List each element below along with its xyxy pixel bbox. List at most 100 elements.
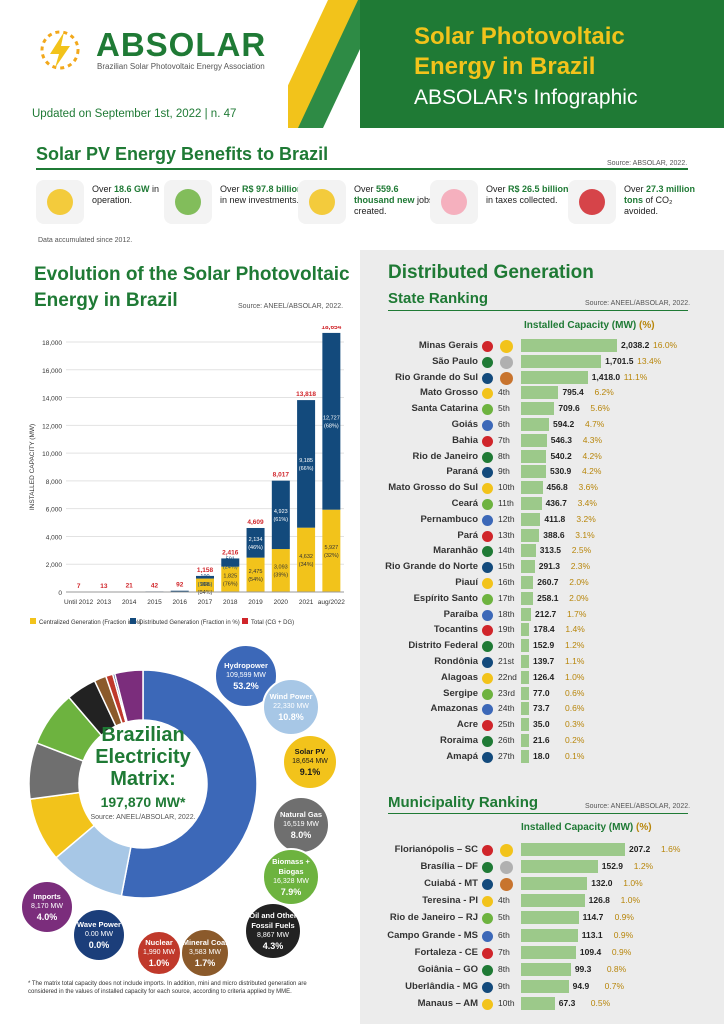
state-source: Source: ANEEL/ABSOLAR, 2022. — [585, 300, 691, 307]
ranking-position: 4th — [498, 895, 510, 906]
ranking-position: 22nd — [498, 671, 517, 682]
ranking-bar — [521, 560, 535, 574]
ranking-bar — [521, 894, 585, 908]
ranking-value: 388.6 — [543, 529, 565, 540]
state-flag-icon — [482, 514, 493, 526]
state-ranking-title: State Ranking — [388, 290, 489, 307]
ranking-bar — [521, 928, 578, 942]
state-col-head: Installed Capacity (MW) (%) — [524, 320, 655, 331]
ranking-value: 94.9 — [572, 980, 590, 991]
y-tick-label: 6,000 — [46, 507, 63, 514]
electricity-matrix-chart — [28, 669, 258, 899]
muni-col-head: Installed Capacity (MW) (%) — [521, 822, 652, 833]
ranking-value: 132.0 — [591, 878, 613, 889]
medal-icon — [500, 340, 513, 353]
ranking-percent: 6.2% — [594, 387, 614, 398]
solar-panel-icon — [36, 180, 84, 224]
ranking-position: 6th — [498, 929, 510, 940]
ranking-percent: 16.0% — [653, 340, 678, 350]
ranking-percent: 0.3% — [565, 719, 585, 730]
ranking-bar — [521, 354, 602, 368]
ranking-value: 77.0 — [533, 687, 550, 698]
ranking-bar — [521, 607, 532, 621]
legend-swatch — [242, 618, 248, 624]
ranking-percent: 2.5% — [571, 545, 592, 556]
muni-ranking-title: Municipality Ranking — [388, 794, 539, 811]
state-flag-icon — [482, 356, 493, 368]
y-tick-label: 0 — [58, 590, 62, 597]
bar-value-label: 1,825 — [223, 573, 237, 579]
ranking-bar — [521, 512, 541, 526]
ranking-name: Mato Grosso — [419, 387, 478, 399]
bar-value-label: 968 — [200, 582, 209, 588]
bar-value-label: (76%) — [223, 581, 238, 587]
ranking-position: 9th — [498, 980, 510, 991]
ranking-value: 126.4 — [533, 671, 555, 682]
ranking-name: Uberlândia - MG — [405, 980, 478, 992]
ranking-value: 35.0 — [533, 719, 550, 730]
ranking-name: Acre — [456, 719, 478, 731]
ranking-bar — [521, 734, 529, 747]
ranking-bar — [521, 945, 576, 959]
ranking-bar — [521, 702, 529, 716]
ranking-percent: 0.6% — [565, 703, 585, 714]
bar-value-label: 3,093 — [274, 565, 288, 571]
x-tick-label: aug/2022 — [318, 599, 345, 606]
ranking-value: 73.7 — [533, 703, 550, 714]
x-tick-label: 2021 — [299, 599, 314, 606]
bar-value-label: (34%) — [299, 562, 314, 568]
ranking-percent: 1.4% — [565, 624, 585, 635]
state-flag-icon — [482, 546, 493, 558]
ranking-bar — [521, 911, 579, 925]
ranking-position: 8th — [498, 963, 510, 974]
evolution-chart: 0 2,000 4,000 6,000 8,000 10,000 12,000 14,000 1… — [29, 326, 345, 626]
x-tick-label: 2016 — [172, 599, 187, 606]
ranking-value: 113.1 — [581, 929, 603, 940]
matrix-slice — [120, 669, 258, 899]
x-tick-label: 2018 — [223, 599, 238, 606]
legend-swatch — [130, 618, 136, 624]
state-flag-icon — [482, 578, 493, 589]
y-tick-label: 16,000 — [42, 368, 62, 375]
ranking-value: 291.3 — [538, 561, 560, 572]
matrix-center-text: Brazilian Electricity Matrix: 197,870 MW… — [90, 724, 196, 821]
matrix-slice-label: Nuclear 1,990 MW 1.0% — [136, 930, 182, 976]
ranking-value: 21.6 — [533, 735, 550, 745]
co2-icon — [568, 180, 616, 224]
ranking-bar — [521, 655, 529, 668]
cg-bar — [271, 549, 290, 592]
ranking-percent: 3.2% — [576, 513, 596, 524]
dg-bar — [170, 590, 189, 592]
matrix-slice-label: Mineral Coal 3,583 MW 1.7% — [180, 928, 230, 978]
ranking-position: 25th — [498, 719, 515, 730]
ranking-position: 4th — [498, 387, 510, 398]
ranking-bar — [521, 386, 559, 400]
benefit-text: Over 559.6 thousand new jobs created. — [354, 184, 434, 216]
benefits-source: Source: ABSOLAR, 2022. — [607, 160, 688, 167]
ranking-name: Amazonas — [430, 703, 478, 715]
state-flag-icon — [482, 751, 493, 763]
ranking-percent: 0.6% — [565, 687, 585, 698]
total-label: 8,017 — [273, 472, 290, 479]
ranking-percent: 3.4% — [577, 498, 597, 508]
ranking-percent: 3.1% — [575, 529, 595, 540]
bar-value-label: 190 — [200, 574, 209, 580]
state-flag-icon — [482, 420, 493, 431]
state-flag-icon — [482, 657, 493, 668]
matrix-slice-label: Biomass + Biogas 16,328 MW 7.9% — [262, 848, 320, 906]
ranking-name: Goiás — [451, 419, 478, 430]
ranking-name: Tocantins — [433, 624, 478, 636]
ranking-position: 12th — [498, 513, 515, 524]
ranking-position: 20th — [498, 640, 515, 651]
bar-value-label: 4,923 — [274, 509, 288, 515]
legend-swatch — [30, 618, 36, 624]
ranking-position: 24th — [498, 703, 515, 714]
bar-value-label: 4,632 — [299, 554, 313, 560]
ranking-name: Distrito Federal — [408, 640, 478, 652]
benefits-note: Data accumulated since 2012. — [38, 237, 133, 244]
ranking-percent: 2.0% — [569, 592, 589, 603]
ranking-name: Rio de Janeiro — [412, 450, 478, 462]
x-tick-label: Until 2012 — [64, 599, 94, 606]
ranking-name: Maranhão — [433, 545, 478, 557]
ranking-name: Manaus – AM — [417, 997, 478, 1009]
